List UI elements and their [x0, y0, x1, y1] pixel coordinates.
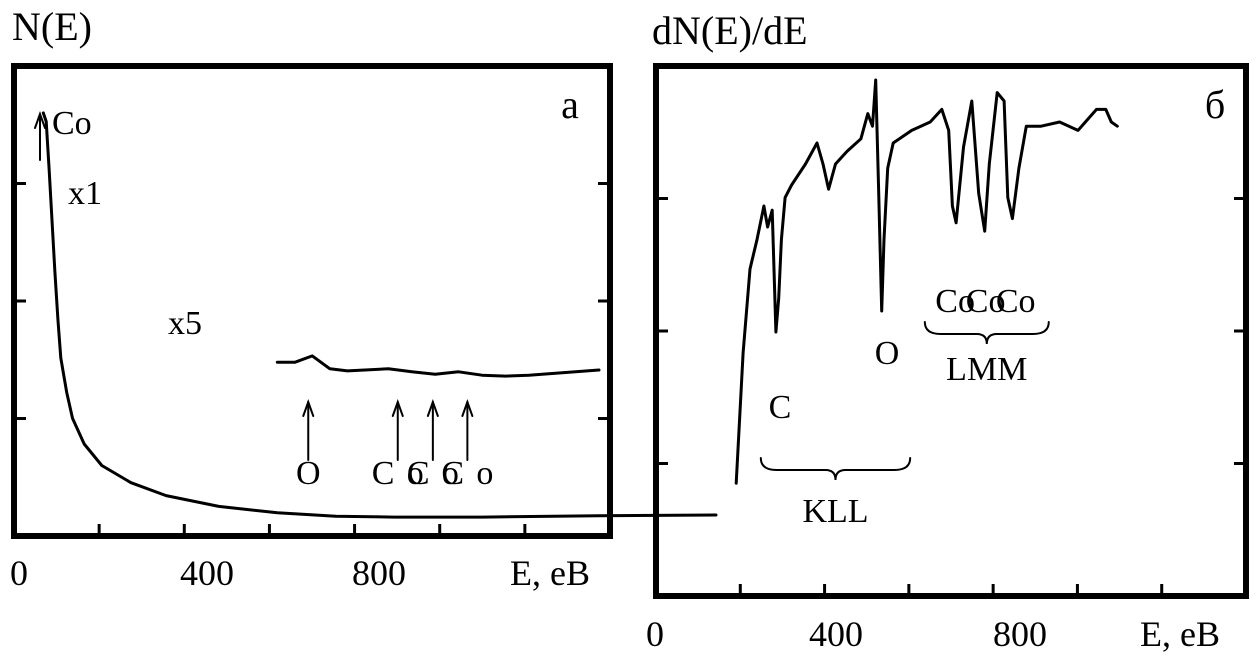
annotation-label: x1 — [68, 175, 102, 212]
x-tick-label: 800 — [993, 614, 1047, 654]
panel-a-series-x5 — [275, 354, 601, 378]
panel-b-yticks — [656, 197, 1246, 465]
brace — [759, 457, 912, 481]
annotation: KLL — [759, 457, 912, 530]
annotation-label: O — [875, 335, 900, 372]
panel-a-ylabel: N(E) — [12, 4, 92, 49]
annotation: Co — [34, 105, 92, 161]
panel-a-label: а — [561, 82, 579, 127]
annotation: LMM — [923, 321, 1050, 388]
panel-a-yticks — [14, 182, 610, 420]
x-tick-label: 0 — [646, 614, 664, 654]
x-tick-label: 800 — [352, 553, 406, 593]
panel-a-xtick-labels: 0 400 800 — [10, 553, 406, 593]
panel-b-xtick-labels: 0 400 800 — [646, 614, 1047, 654]
annotation: C — [769, 389, 792, 426]
arrow-head — [461, 399, 474, 417]
panel-b-xlabel: E, eB — [1140, 614, 1220, 654]
arrow-head — [391, 399, 404, 417]
annotation-label: Co — [935, 283, 975, 320]
brace — [923, 321, 1050, 345]
panel-b-label: б — [1205, 82, 1225, 127]
panel-b-ylabel: dN(E)/dE — [652, 8, 808, 53]
arrow-head — [426, 399, 439, 417]
panel-a-xticks — [97, 524, 527, 536]
x-tick-label: 400 — [180, 553, 234, 593]
annotation-label: x5 — [168, 305, 202, 342]
panel-b-series-dnde — [734, 78, 1119, 485]
annotation: Co — [966, 283, 1006, 320]
annotation: Co — [996, 283, 1036, 320]
annotation: O — [875, 335, 900, 372]
annotation-label: C — [769, 389, 792, 426]
annotation-label: Co — [966, 283, 1006, 320]
panel-b-xticks — [738, 584, 1164, 596]
annotation-label: KLL — [802, 493, 868, 530]
annotation-label: Co — [52, 105, 92, 142]
annotation: x5 — [168, 305, 202, 342]
panel-a-xlabel: E, eB — [510, 553, 590, 593]
annotation-label: Co — [996, 283, 1036, 320]
annotation-label: O — [296, 455, 321, 492]
arrow-head — [302, 399, 315, 417]
x-tick-label: 400 — [809, 614, 863, 654]
annotation: x1 — [68, 175, 102, 212]
x-tick-label: 0 — [10, 553, 28, 593]
annotation: Co — [935, 283, 975, 320]
annotation-label: LMM — [946, 351, 1027, 388]
panel-a-series-x1 — [41, 111, 718, 519]
annotation: Co — [441, 399, 493, 492]
annotation: O — [296, 399, 321, 492]
arrow-head — [34, 111, 46, 129]
